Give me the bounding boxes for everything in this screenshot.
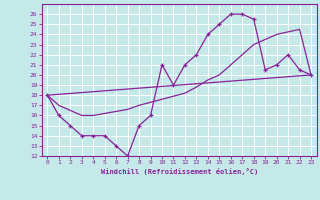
X-axis label: Windchill (Refroidissement éolien,°C): Windchill (Refroidissement éolien,°C) — [100, 168, 258, 175]
